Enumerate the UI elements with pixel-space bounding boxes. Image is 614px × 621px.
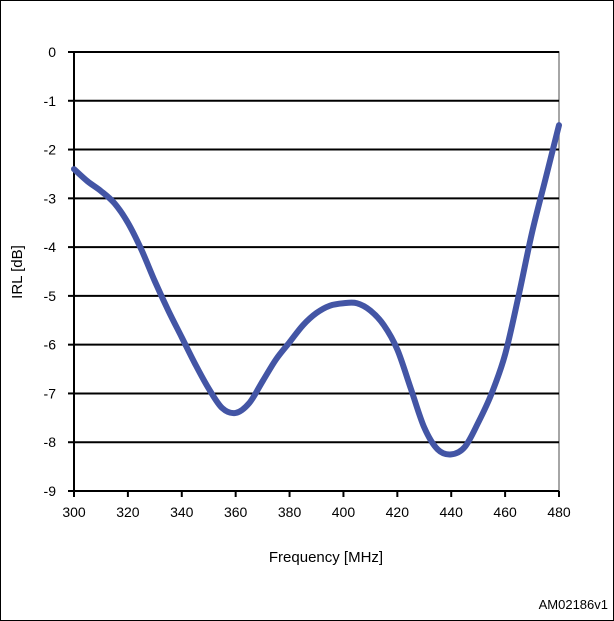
x-tick-label: 440 [440,504,464,520]
y-tick-label: 0 [48,44,56,60]
x-tick-label: 480 [547,504,571,520]
y-tick-label: -9 [44,483,57,499]
x-tick-label: 320 [116,504,140,520]
x-tick-label: 420 [386,504,410,520]
x-tick-label: 460 [493,504,517,520]
x-tick-label: 360 [224,504,248,520]
x-tick-label: 400 [332,504,356,520]
x-tick-label: 300 [62,504,86,520]
y-axis-title: IRL [dB] [9,245,26,299]
y-tick-label: -7 [44,385,57,401]
x-tick-label: 340 [170,504,194,520]
x-tick-label: 380 [278,504,302,520]
plot-area [73,51,560,492]
irl-series-line [71,122,562,458]
y-tick-label: -1 [44,93,57,109]
y-tick-label: -3 [44,190,57,206]
y-tick-label: -4 [44,239,57,255]
x-axis-title: Frequency [MHz] [269,549,383,566]
y-tick-label: -8 [44,434,57,450]
y-tick-label: -2 [44,142,57,158]
figure-id-label: AM02186v1 [539,597,608,612]
y-tick-label: -5 [44,288,57,304]
y-tick-label: -6 [44,337,57,353]
